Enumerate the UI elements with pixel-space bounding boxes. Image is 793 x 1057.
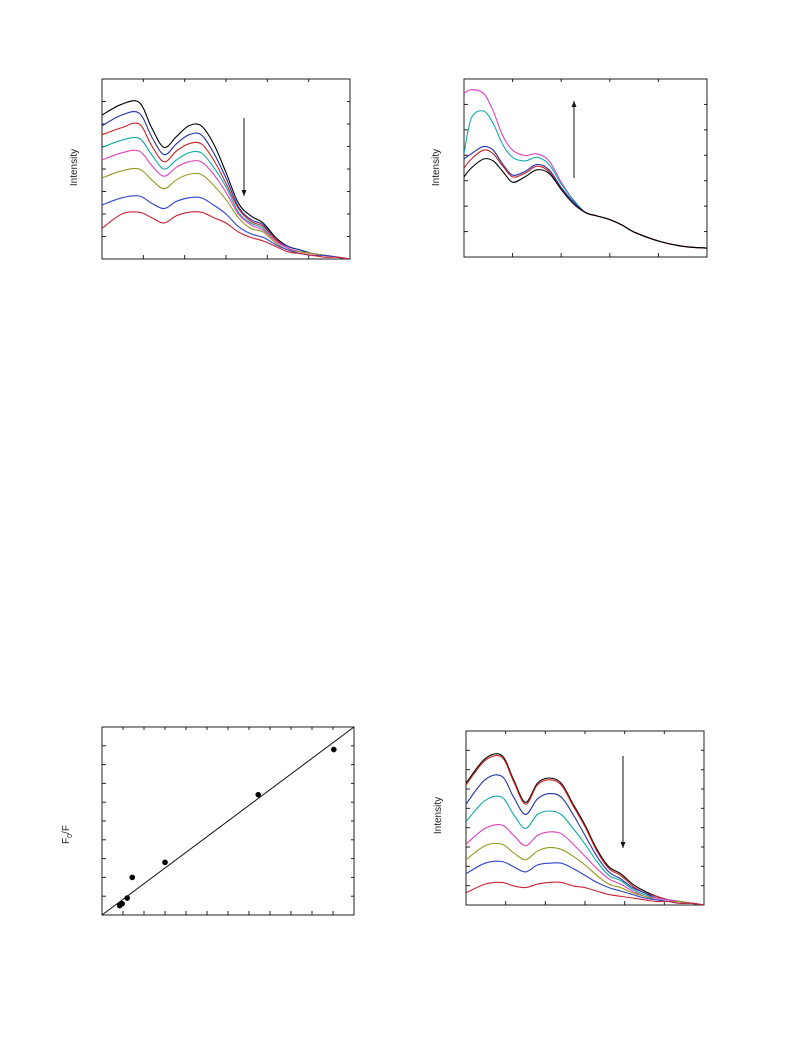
data-point-1 [116, 902, 123, 909]
plot-frame [101, 78, 351, 260]
data-point-2 [119, 900, 125, 907]
series-line-8 [102, 211, 350, 259]
data-point-3 [124, 895, 130, 901]
series-line-3 [102, 122, 350, 259]
y-axis-label-sub: 0 [66, 833, 74, 838]
series-line-5 [102, 149, 350, 259]
series-line-1 [464, 89, 707, 249]
y-axis-label-tail: /F [60, 825, 72, 834]
trend-arrow-head [571, 101, 577, 107]
y-axis-label: F0/F [61, 825, 74, 844]
plot-frame [101, 726, 355, 916]
data-point-5 [162, 859, 168, 866]
series-line-4 [466, 795, 704, 905]
series-line-4 [464, 149, 707, 249]
series-line-2 [102, 111, 350, 259]
series-line-5 [466, 824, 704, 905]
series-line-5 [464, 158, 707, 249]
trend-arrow-head [620, 842, 626, 848]
series-line-4 [102, 136, 350, 259]
y-axis-label: Intensity [433, 796, 445, 835]
series-line-7 [466, 860, 704, 905]
y-axis-label: Intensity [431, 148, 443, 187]
plot-frame [465, 730, 705, 906]
y-axis-label: Intensity [69, 148, 81, 187]
data-point-6 [255, 791, 262, 798]
plot-frame [463, 78, 708, 258]
series-line-2 [464, 110, 707, 249]
series-line-3 [464, 145, 707, 249]
series-line-6 [466, 842, 704, 905]
series-line-1 [466, 753, 704, 905]
series-line-2 [466, 754, 704, 905]
data-point-4 [129, 874, 136, 881]
series-line-6 [102, 167, 350, 259]
trend-arrow-head [241, 190, 247, 196]
y-axis-label-main: F [60, 837, 72, 844]
series-line-1 [102, 100, 350, 259]
data-point-7 [331, 746, 337, 753]
series-line-7 [102, 195, 350, 259]
series-line-8 [466, 881, 704, 905]
fit-line [101, 726, 355, 916]
series-line-3 [466, 774, 704, 905]
